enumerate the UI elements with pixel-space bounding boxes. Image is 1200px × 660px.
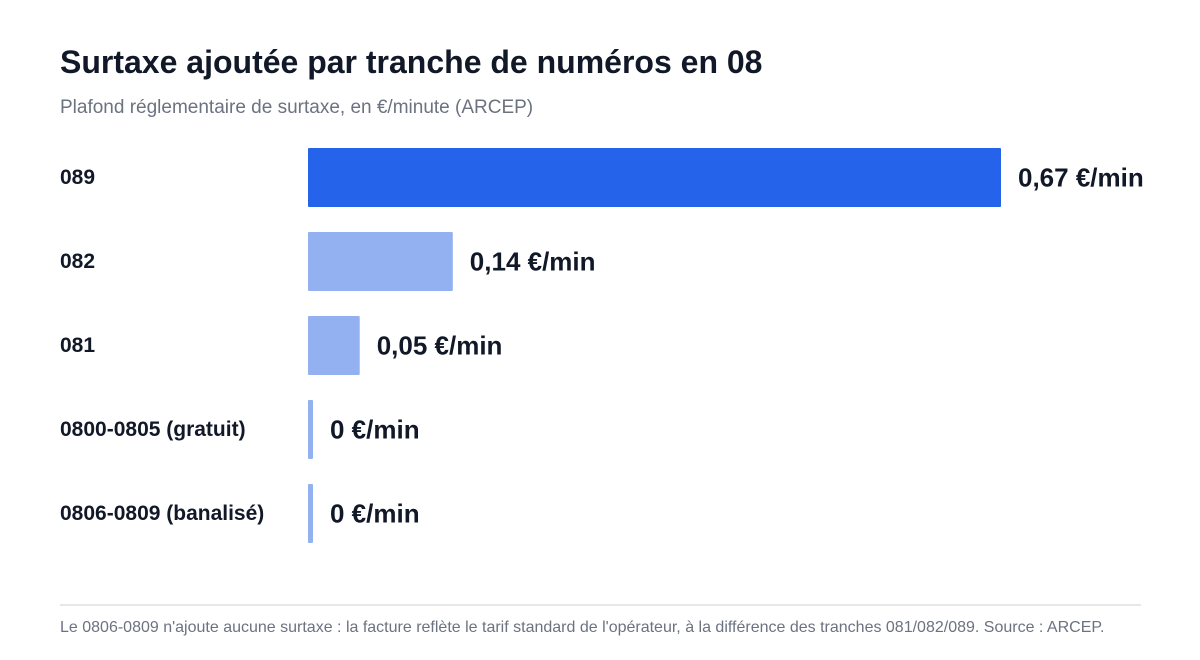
bars-layer: 089 0,67 €/min 082 0,14 €/min 081 0,05 €/min 0…	[60, 148, 1144, 543]
value-label: 0,67 €/min	[1018, 163, 1144, 193]
bar	[308, 400, 313, 459]
chart-subtitle: Plafond réglementaire de surtaxe, en €/m…	[60, 97, 534, 118]
bar	[308, 316, 360, 375]
category-label: 0800-0805 (gratuit)	[60, 418, 246, 441]
footer-divider	[60, 604, 1141, 606]
footnote: Le 0806-0809 n'ajoute aucune surtaxe : l…	[60, 619, 1105, 636]
value-label: 0 €/min	[330, 415, 420, 445]
category-label: 082	[60, 250, 95, 273]
bar-chart: 089 0,67 €/min 082 0,14 €/min 081 0,05 €/min 0…	[60, 148, 1144, 543]
value-label: 0,14 €/min	[470, 247, 596, 277]
bar	[308, 232, 453, 291]
bar	[308, 148, 1001, 207]
category-label: 0806-0809 (banalisé)	[60, 502, 264, 525]
category-label: 089	[60, 166, 95, 189]
bar	[308, 484, 313, 543]
chart-title: Surtaxe ajoutée par tranche de numéros e…	[60, 44, 763, 80]
value-label: 0,05 €/min	[377, 331, 503, 361]
category-label: 081	[60, 334, 95, 357]
value-label: 0 €/min	[330, 499, 420, 529]
